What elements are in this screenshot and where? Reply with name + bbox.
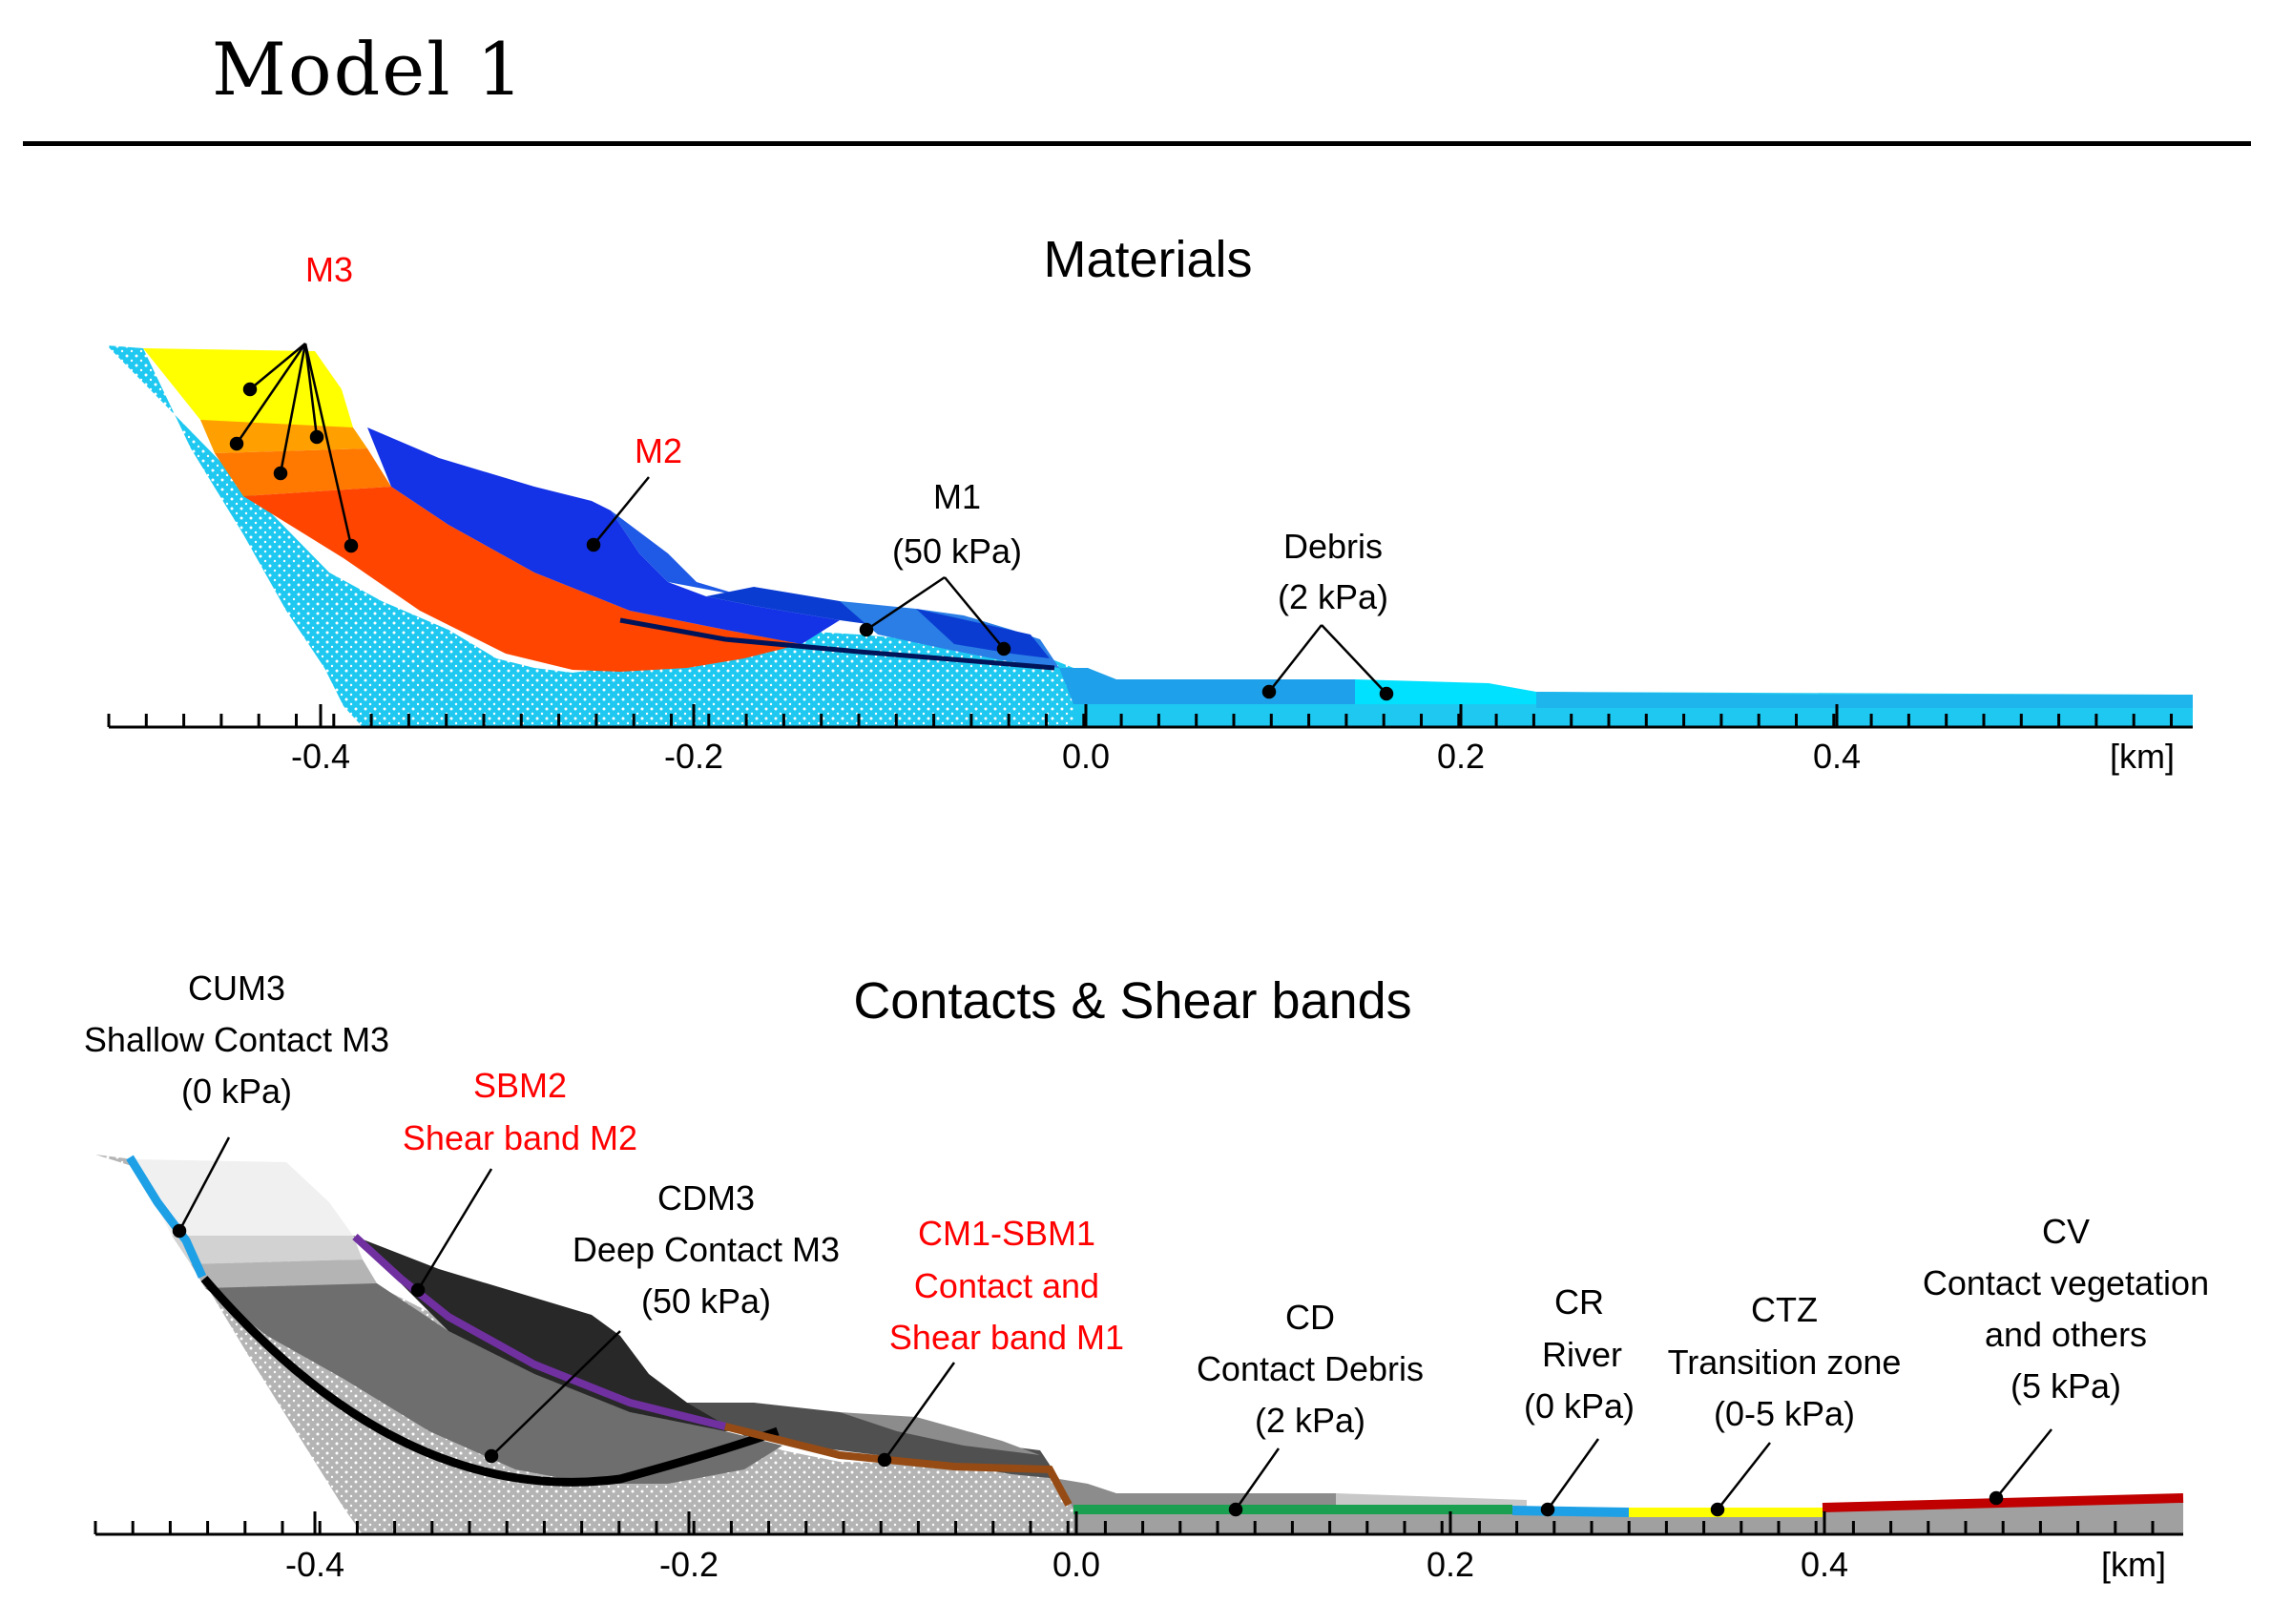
svg-text:CUM3: CUM3 xyxy=(188,968,285,1008)
svg-text:(0-5 kPa): (0-5 kPa) xyxy=(1714,1394,1855,1433)
cr-leader xyxy=(1540,1438,1600,1517)
m1-band xyxy=(916,609,1050,658)
contacts-panel: Contacts & Shear bands -0.4 -0.2 0.0 0.2 xyxy=(84,968,2209,1584)
contacts-tick-label: 0.0 xyxy=(1052,1545,1100,1584)
m2-leader xyxy=(586,476,650,552)
gray-m1 xyxy=(687,1403,1059,1479)
gray-m2 xyxy=(353,1236,782,1431)
label-cdm3: CDM3 Deep Contact M3 (50 kPa) xyxy=(573,1178,840,1321)
svg-text:River: River xyxy=(1542,1335,1622,1374)
svg-text:Contact and: Contact and xyxy=(914,1266,1099,1305)
gray-m3-band1 xyxy=(172,1236,363,1264)
label-m1-name: M1 xyxy=(933,477,981,516)
contact-sbm2-line xyxy=(352,1234,726,1430)
contact-cum3-line xyxy=(126,1155,207,1279)
contacts-tick-label: 0.4 xyxy=(1801,1545,1848,1584)
sbm2-leader xyxy=(410,1168,493,1298)
debris-far xyxy=(1536,692,2193,708)
svg-text:(50 kPa): (50 kPa) xyxy=(641,1281,771,1321)
label-ctz: CTZ Transition zone (0-5 kPa) xyxy=(1668,1290,1902,1433)
contacts-heading: Contacts & Shear bands xyxy=(853,972,1411,1030)
m1-contact-line xyxy=(619,617,1055,671)
svg-text:Contact vegetation: Contact vegetation xyxy=(1923,1263,2209,1302)
svg-text:CDM3: CDM3 xyxy=(657,1178,755,1218)
label-cd: CD Contact Debris (2 kPa) xyxy=(1197,1298,1424,1440)
gray-m3-band2 xyxy=(191,1260,377,1288)
contact-cv-line xyxy=(1822,1493,2184,1512)
bedrock-region xyxy=(107,345,1073,706)
materials-axis-unit: [km] xyxy=(2110,737,2175,776)
materials-tick-label: 0.4 xyxy=(1813,737,1861,776)
label-debris-strength: (2 kPa) xyxy=(1278,577,1388,616)
gray-m3-main xyxy=(205,1283,782,1484)
cum3-leader xyxy=(172,1136,231,1239)
materials-tick-label: -0.2 xyxy=(664,737,723,776)
label-m1-strength: (50 kPa) xyxy=(892,531,1022,571)
label-cm1-sbm1: CM1-SBM1 Contact and Shear band M1 xyxy=(889,1214,1124,1357)
page-title: Model 1 xyxy=(212,27,526,112)
svg-text:Shallow Contact M3: Shallow Contact M3 xyxy=(84,1020,389,1059)
gray-debris xyxy=(1059,1479,1336,1509)
title-rule xyxy=(23,141,2251,146)
gray-m3-light xyxy=(134,1159,353,1236)
contacts-axis-unit: [km] xyxy=(2101,1545,2166,1584)
gray-bedrock xyxy=(95,1155,1073,1508)
svg-text:(0 kPa): (0 kPa) xyxy=(1524,1386,1635,1426)
label-cv: CV Contact vegetation and others (5 kPa) xyxy=(1923,1212,2209,1405)
m2 xyxy=(367,427,840,644)
m1-leaders xyxy=(859,575,1011,656)
svg-text:and others: and others xyxy=(1985,1315,2147,1354)
label-cr: CR River (0 kPa) xyxy=(1524,1282,1635,1426)
cd-leader xyxy=(1228,1447,1281,1517)
debris-leaders xyxy=(1261,624,1394,701)
svg-text:CTZ: CTZ xyxy=(1751,1290,1818,1329)
svg-text:CR: CR xyxy=(1554,1282,1604,1322)
cv-leader xyxy=(1989,1428,2052,1506)
m2-lighter xyxy=(611,510,744,596)
gray-m1-light xyxy=(840,1412,1040,1455)
svg-text:(5 kPa): (5 kPa) xyxy=(2011,1366,2121,1405)
svg-text:(2 kPa): (2 kPa) xyxy=(1255,1401,1365,1440)
m3-leaders xyxy=(229,343,359,553)
ctz-leader xyxy=(1710,1442,1771,1517)
label-debris-name: Debris xyxy=(1283,527,1383,566)
contacts-axis xyxy=(94,1511,2183,1536)
materials-tick-label: 0.2 xyxy=(1437,737,1485,776)
svg-text:SBM2: SBM2 xyxy=(473,1066,567,1105)
cdm3-leader xyxy=(484,1330,621,1464)
svg-text:Deep Contact M3: Deep Contact M3 xyxy=(573,1230,840,1269)
label-m3: M3 xyxy=(305,250,353,289)
m3-orange-mid xyxy=(215,448,391,496)
svg-text:Shear band M1: Shear band M1 xyxy=(889,1318,1124,1357)
contacts-tick-label: -0.4 xyxy=(285,1545,344,1584)
svg-text:Transition zone: Transition zone xyxy=(1668,1343,1902,1382)
contact-cdm3-line xyxy=(200,1276,780,1487)
cm1-leader xyxy=(877,1362,956,1468)
svg-text:CV: CV xyxy=(2042,1212,2090,1251)
svg-text:CD: CD xyxy=(1285,1298,1335,1337)
label-sbm2: SBM2 Shear band M2 xyxy=(403,1066,637,1157)
contacts-tick-label: -0.2 xyxy=(659,1545,719,1584)
svg-text:(0 kPa): (0 kPa) xyxy=(181,1072,292,1111)
materials-tick-label: 0.0 xyxy=(1062,737,1110,776)
materials-panel: Materials -0.4 -0.2 0.0 0.2 0. xyxy=(107,231,2193,776)
contacts-tick-label: 0.2 xyxy=(1427,1545,1474,1584)
svg-text:Shear band M2: Shear band M2 xyxy=(403,1118,637,1157)
materials-heading: Materials xyxy=(1043,231,1252,288)
gray-lower xyxy=(344,1508,1073,1534)
debris-light xyxy=(1355,679,1536,704)
contact-cr-line xyxy=(1511,1506,1630,1517)
svg-text:CM1-SBM1: CM1-SBM1 xyxy=(918,1214,1095,1253)
materials-tick-label: -0.4 xyxy=(291,737,350,776)
materials-axis xyxy=(107,704,2193,729)
contact-cm1-line xyxy=(724,1423,1073,1507)
svg-text:Contact Debris: Contact Debris xyxy=(1197,1349,1424,1388)
label-cum3: CUM3 Shallow Contact M3 (0 kPa) xyxy=(84,968,389,1111)
label-m2: M2 xyxy=(635,431,682,470)
debris-dark xyxy=(1059,668,1355,704)
